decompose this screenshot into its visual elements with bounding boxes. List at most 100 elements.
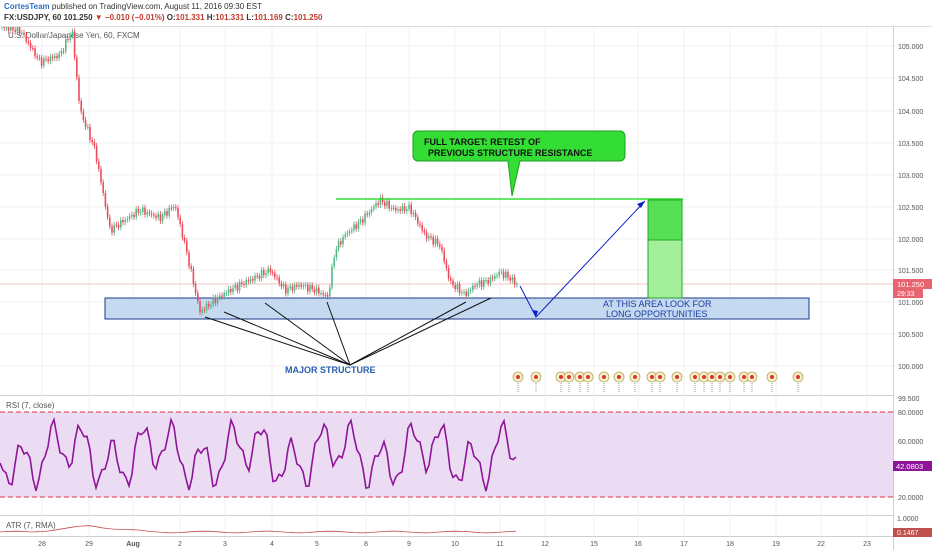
zone-text-line-2: LONG OPPORTUNITIES: [606, 309, 707, 319]
candle-body: [164, 211, 166, 216]
candle-body: [344, 234, 346, 237]
candle-body: [78, 77, 80, 101]
candle-body: [89, 126, 91, 141]
event-dot-icon: [750, 375, 754, 379]
event-dot-icon: [658, 375, 662, 379]
candle-body: [93, 142, 96, 147]
candle-body: [210, 304, 212, 307]
target-callout[interactable]: [412, 130, 626, 197]
candle-body: [311, 285, 313, 290]
candle-body: [421, 225, 423, 231]
candle-body: [450, 278, 452, 281]
price-tick: 103.000: [898, 173, 923, 180]
candle-body: [5, 27, 8, 29]
candle-body: [384, 202, 386, 207]
price-axis[interactable]: 105.000 104.500 104.000 103.500 103.000 102.5…: [898, 44, 923, 403]
target-box-upper[interactable]: [647, 199, 683, 241]
candle-body: [513, 277, 516, 285]
time-tick: 8: [364, 541, 368, 548]
countdown-value: 29:33: [897, 291, 915, 298]
candle-body: [280, 283, 283, 287]
candle-body: [348, 231, 351, 233]
candle-body: [58, 53, 60, 59]
candle-body: [346, 232, 349, 235]
candle-body: [241, 282, 243, 285]
callout-line-2: PREVIOUS STRUCTURE RESISTANCE: [428, 148, 592, 158]
candle-body: [18, 27, 21, 33]
candle-body: [159, 214, 162, 221]
author-link[interactable]: CortesTeam: [4, 2, 50, 11]
candle-body: [502, 271, 505, 278]
candle-body: [428, 236, 430, 239]
candle-body: [232, 287, 234, 293]
candle-body: [32, 47, 34, 49]
candle-body: [425, 232, 428, 239]
candle-body: [258, 276, 261, 279]
candle-body: [454, 285, 456, 290]
candle-body: [447, 268, 450, 279]
price-pane[interactable]: [0, 27, 893, 395]
candle-body: [221, 295, 223, 297]
candle-body: [412, 212, 415, 215]
candle-body: [320, 293, 322, 295]
candle-body: [370, 208, 373, 213]
candle-body: [117, 224, 120, 228]
symbol-label[interactable]: FX:USDJPY, 60: [4, 13, 62, 22]
support-zone[interactable]: [104, 297, 810, 320]
candle-body: [91, 140, 93, 143]
candle-body: [309, 285, 311, 292]
candle-body: [225, 293, 228, 295]
rsi-tick: 60.0000: [898, 439, 923, 446]
candle-body: [445, 261, 448, 269]
candle-body: [87, 126, 89, 128]
candle-body: [214, 297, 217, 304]
candle-body: [192, 268, 195, 285]
candle-body: [38, 57, 41, 59]
candle-body: [304, 284, 307, 286]
event-dot-icon: [559, 375, 563, 379]
atr-line: [0, 525, 517, 534]
candle-body: [115, 224, 118, 226]
high-label: H:: [206, 13, 216, 22]
price-tick: 99.500: [898, 396, 920, 403]
symbol-line: FX:USDJPY, 60 101.250 ▼ −0.010 (−0.01%) …: [4, 13, 322, 22]
time-axis[interactable]: 28 29 Aug 2 3 4 5 8 9 10 11 12 15 16 17 18 19 22 23: [38, 541, 871, 548]
candle-body: [355, 224, 357, 229]
candle-body: [124, 219, 126, 223]
candle-body: [247, 280, 250, 282]
candle-body: [359, 219, 362, 222]
candle-body: [21, 32, 23, 34]
chart-canvas[interactable]: U.S. Dollar/Japanese Yen, 60, FXCM FULL …: [0, 27, 932, 550]
candle-body: [111, 226, 113, 233]
candle-body: [219, 295, 221, 298]
event-dot-icon: [728, 375, 732, 379]
economic-events[interactable]: [512, 371, 804, 392]
candle-body: [417, 217, 419, 224]
candle-body: [439, 244, 441, 247]
publish-line: CortesTeam published on TradingView.com,…: [4, 2, 262, 11]
candle-body: [14, 29, 16, 32]
time-tick: 10: [451, 541, 459, 548]
candle-body: [51, 56, 54, 59]
candle-body: [95, 146, 98, 162]
candle-body: [49, 56, 52, 62]
candle-body: [65, 39, 67, 52]
target-box-lower[interactable]: [647, 239, 683, 299]
chart-header: CortesTeam published on TradingView.com,…: [0, 0, 932, 27]
time-tick: 18: [726, 541, 734, 548]
structure-arrows[interactable]: [204, 297, 492, 366]
candle-body: [137, 208, 140, 213]
candle-body: [100, 168, 102, 183]
candle-body: [120, 220, 122, 228]
event-dot-icon: [578, 375, 582, 379]
rsi-axis[interactable]: 80.0000 60.0000 20.0000: [898, 410, 923, 502]
candle-body: [269, 268, 272, 273]
candle-body: [16, 27, 19, 32]
open-value: 101.331: [175, 13, 205, 22]
candle-body: [29, 42, 32, 48]
candle-body: [122, 220, 124, 223]
time-tick: 4: [270, 541, 274, 548]
candle-body: [307, 284, 309, 292]
candle-body: [252, 278, 254, 281]
candle-body: [419, 223, 421, 226]
